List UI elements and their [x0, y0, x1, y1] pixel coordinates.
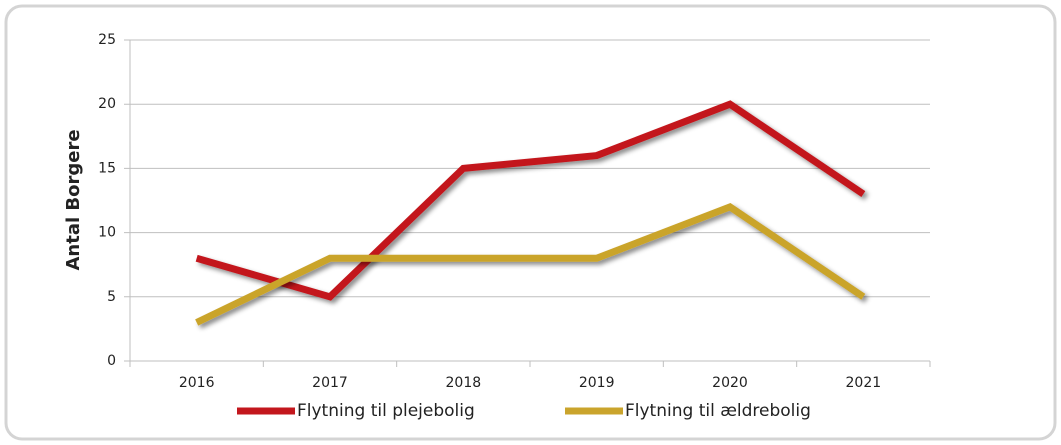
y-tick-label: 10: [98, 225, 116, 241]
x-tick-label: 2020: [712, 375, 748, 391]
x-tick-label: 2021: [846, 375, 882, 391]
x-tick-label: 2017: [312, 375, 348, 391]
x-tick-label: 2019: [579, 375, 615, 391]
y-tick-label: 25: [98, 32, 116, 48]
y-tick-label: 5: [107, 289, 116, 305]
x-tick-label: 2018: [446, 375, 482, 391]
y-axis-title: Antal Borgere: [63, 129, 84, 270]
series-line: [195, 100, 866, 301]
series-line: [195, 202, 866, 326]
y-tick-label: 15: [98, 160, 116, 176]
legend-label: Flytning til plejebolig: [297, 401, 475, 421]
y-tick-label: 0: [107, 353, 116, 369]
x-tick-label: 2016: [179, 375, 215, 391]
y-tick-label: 20: [98, 96, 116, 112]
chart-frame: [4, 4, 1057, 441]
legend-label: Flytning til ældrebolig: [625, 401, 811, 421]
